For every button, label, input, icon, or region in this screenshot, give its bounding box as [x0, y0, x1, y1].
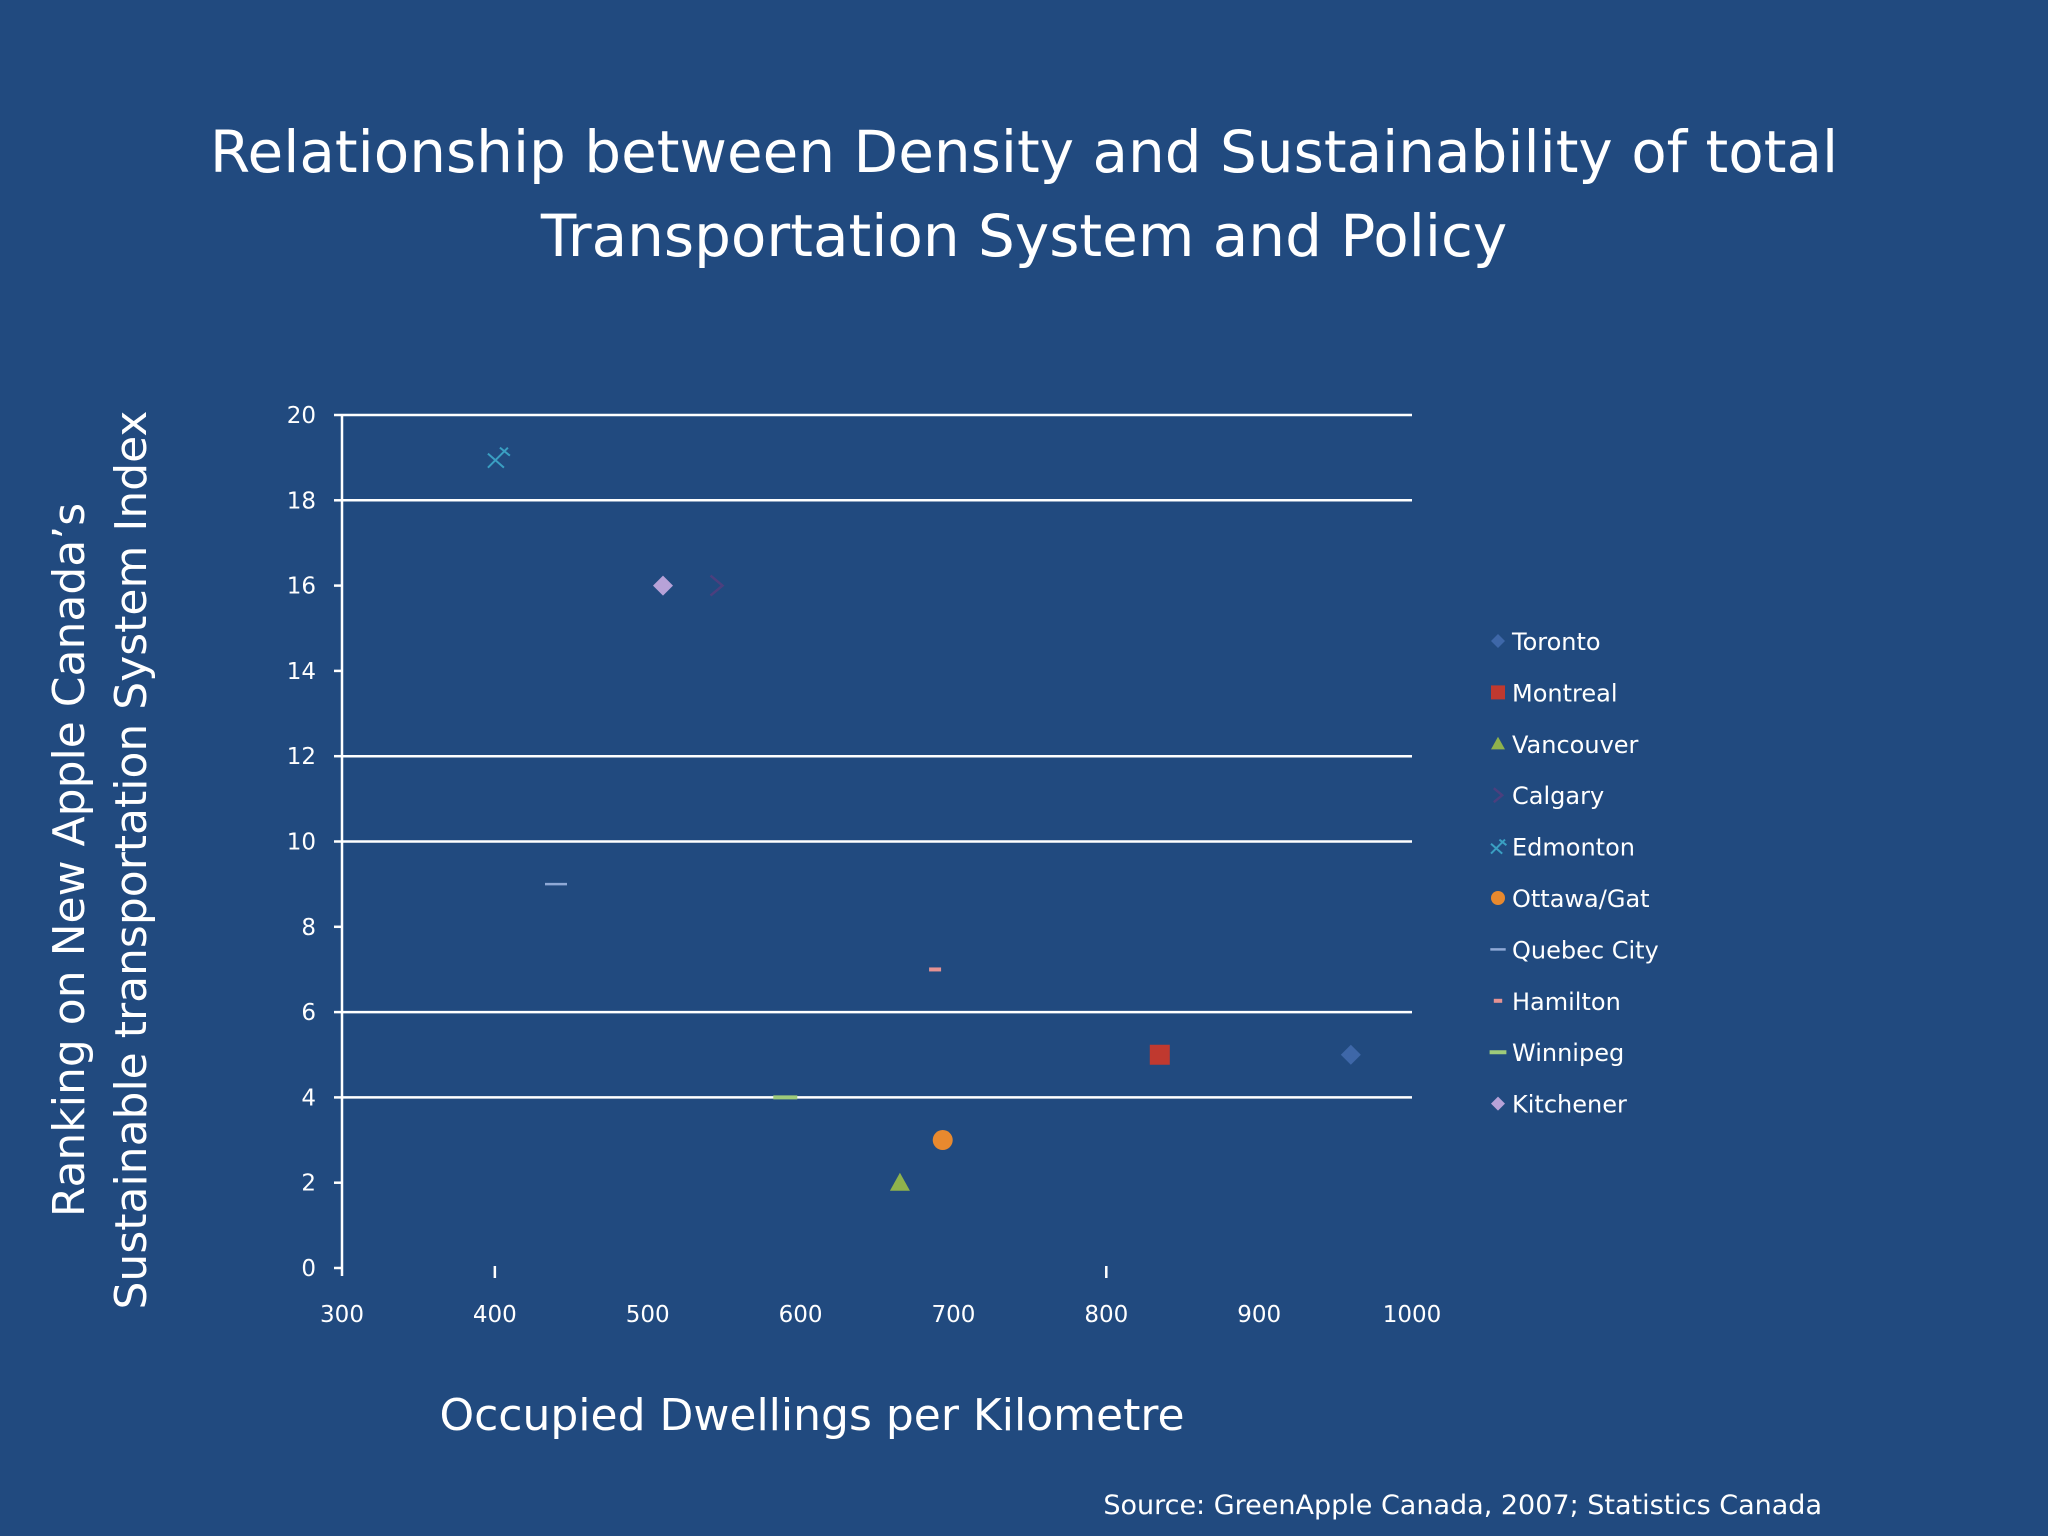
legend-marker-vancouver: [1491, 736, 1505, 750]
legend-marker-montreal: [1491, 685, 1505, 700]
legend-marker-calgary: [1492, 787, 1505, 804]
x-tick-label-500: 500: [626, 1302, 670, 1328]
y-tick-label-6: 6: [301, 1000, 316, 1026]
source-note: Source: GreenApple Canada, 2007; Statist…: [1103, 1490, 1822, 1521]
y-tick-label-8: 8: [301, 915, 316, 941]
y-tick-label-10: 10: [287, 830, 316, 856]
y-tick-label-2: 2: [301, 1171, 316, 1197]
x-tick-label-700: 700: [931, 1302, 975, 1328]
legend-marker-edmonton: [1490, 838, 1508, 855]
x-tick-label-400: 400: [473, 1302, 517, 1328]
legend-label-toronto: Toronto: [1511, 628, 1601, 656]
legend-label-kitchener: Kitchener: [1512, 1091, 1627, 1119]
x-axis-label: Occupied Dwellings per Kilometre: [439, 1390, 1185, 1441]
legend-label-winnipeg: Winnipeg: [1512, 1039, 1624, 1067]
chart-title-line-2: Transportation System and Policy: [540, 202, 1508, 270]
x-tick-label-1000: 1000: [1383, 1302, 1442, 1328]
legend-label-ottawa-gat: Ottawa/Gat: [1512, 885, 1650, 913]
data-point-kitchener: [653, 575, 673, 596]
data-point-toronto: [1340, 1044, 1361, 1065]
y-axis-label-line-1: Ranking on New Apple Canada’s: [44, 502, 95, 1218]
chart-title-line-1: Relationship between Density and Sustain…: [209, 118, 1839, 186]
y-tick-label-18: 18: [287, 488, 316, 514]
y-axis-label-line-2: Sustainable transportation System Index: [106, 410, 157, 1310]
legend-label-quebec-city: Quebec City: [1512, 936, 1659, 964]
y-tick-label-4: 4: [301, 1085, 316, 1111]
data-point-vancouver: [889, 1172, 910, 1191]
legend-label-montreal: Montreal: [1512, 679, 1618, 707]
data-point-edmonton: [487, 446, 511, 469]
legend-label-hamilton: Hamilton: [1512, 988, 1621, 1016]
data-point-montreal: [1149, 1044, 1170, 1065]
chart-title: Relationship between Density and Sustain…: [0, 110, 2048, 278]
legend-label-calgary: Calgary: [1512, 782, 1604, 810]
legend-marker-kitchener: [1491, 1096, 1505, 1111]
data-point-ottawa-gat: [932, 1130, 953, 1151]
legend-marker-toronto: [1491, 634, 1505, 648]
x-tick-label-800: 800: [1084, 1302, 1128, 1328]
x-tick-label-900: 900: [1237, 1302, 1281, 1328]
y-tick-label-0: 0: [301, 1256, 316, 1282]
legend-label-edmonton: Edmonton: [1512, 834, 1635, 862]
x-tick-label-300: 300: [320, 1302, 364, 1328]
y-axis-label: Ranking on New Apple Canada’s Sustainabl…: [39, 410, 169, 1310]
legend-label-vancouver: Vancouver: [1512, 731, 1639, 759]
x-tick-label-600: 600: [779, 1302, 823, 1328]
legend-marker-ottawa-gat: [1491, 891, 1505, 905]
y-tick-label-20: 20: [287, 403, 316, 429]
y-tick-label-12: 12: [287, 744, 316, 770]
data-point-calgary: [709, 574, 725, 597]
y-tick-label-16: 16: [287, 574, 316, 600]
y-tick-label-14: 14: [287, 659, 316, 685]
